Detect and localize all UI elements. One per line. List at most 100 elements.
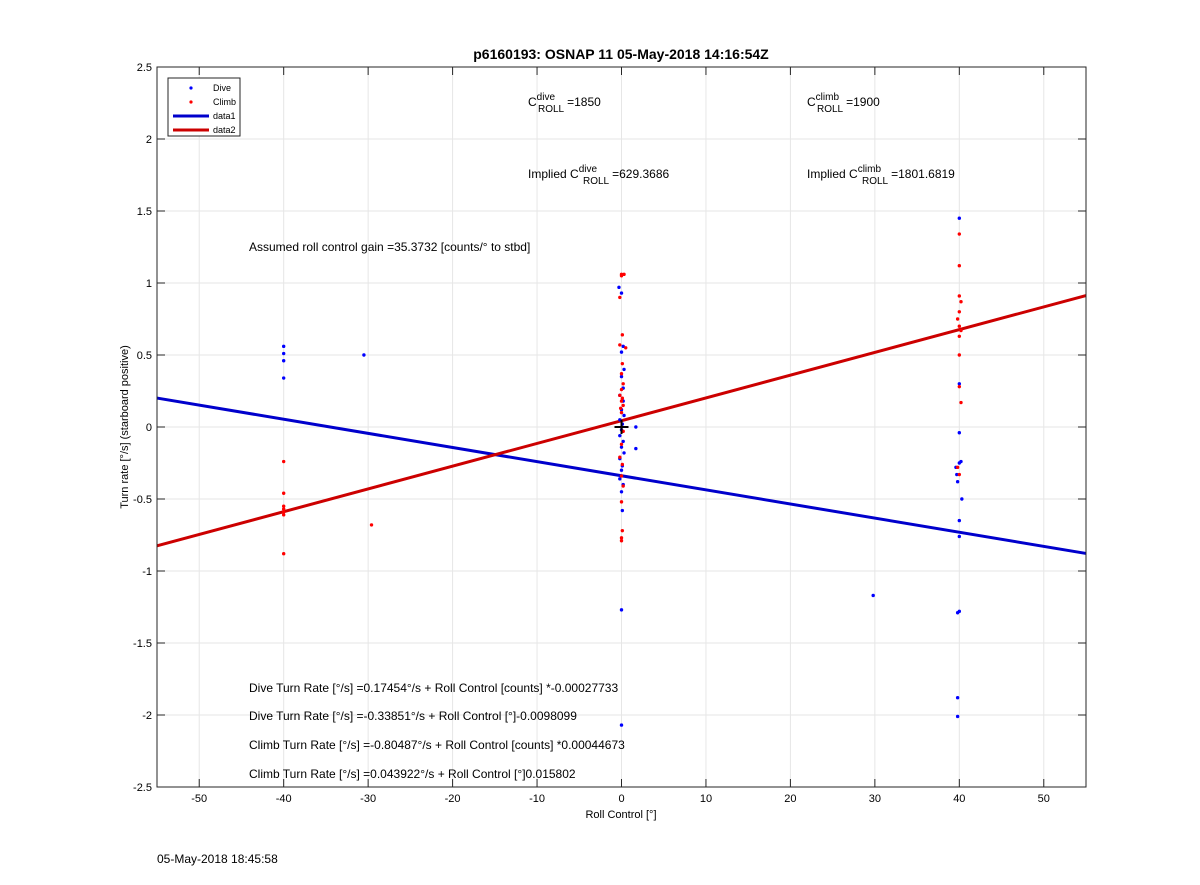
dive-point xyxy=(957,461,962,465)
climb-point xyxy=(618,343,622,347)
legend-box xyxy=(167,77,241,137)
climb-point xyxy=(619,539,624,543)
dive-point xyxy=(955,480,960,484)
y-tick-label: -0.5 xyxy=(133,494,152,506)
dive-point xyxy=(281,351,286,356)
implied-dive-label: Implied Cdive ROLL=629.3686 xyxy=(528,164,670,187)
x-tick-label: 40 xyxy=(953,793,965,805)
dive-point xyxy=(621,439,625,444)
climb-point xyxy=(281,513,286,517)
y-tick-label: -1.5 xyxy=(133,638,152,650)
climb-point xyxy=(281,504,286,508)
legend-dive-marker xyxy=(189,86,193,90)
x-axis-label: Roll Control [°] xyxy=(585,809,656,821)
climb-point xyxy=(618,455,622,459)
dive-point xyxy=(620,508,625,513)
climb-point xyxy=(957,353,962,357)
dive-point xyxy=(957,534,962,539)
dive-point xyxy=(281,376,286,380)
dive-point xyxy=(619,608,624,612)
climb-point xyxy=(619,274,624,278)
x-tick-label: -20 xyxy=(445,793,461,805)
climb-point xyxy=(620,396,625,400)
dive-point xyxy=(634,425,638,429)
roll-gain-annotation: Assumed roll control gain =35.3732 [coun… xyxy=(249,240,530,254)
legend-climb-label: Climb xyxy=(213,97,236,107)
dive-point xyxy=(955,714,960,719)
dive-point xyxy=(957,216,962,220)
climb-point xyxy=(620,361,625,366)
y-tick-label: 2 xyxy=(146,134,152,146)
dive-point xyxy=(622,367,626,372)
climb-point xyxy=(620,462,625,467)
dive-point xyxy=(619,374,624,379)
dive-point xyxy=(957,382,962,386)
x-tick-label: -30 xyxy=(360,793,376,805)
climb-point xyxy=(618,393,622,398)
climb-point xyxy=(369,523,374,527)
chart-title: p6160193: OSNAP 11 05-May-2018 14:16:54Z xyxy=(473,46,769,62)
climb-point xyxy=(955,465,960,470)
climb-point xyxy=(957,384,962,389)
climb-point xyxy=(281,552,286,556)
dive-counts-equation: Dive Turn Rate [°/s] =0.17454°/s + Roll … xyxy=(249,681,618,695)
x-tick-label: 30 xyxy=(869,793,881,805)
climb-counts-equation: Climb Turn Rate [°/s] =-0.80487°/s + Rol… xyxy=(249,738,625,752)
climb-point xyxy=(621,403,625,408)
climb-point xyxy=(624,346,628,350)
climb-point xyxy=(620,528,625,533)
dive-point xyxy=(871,593,875,598)
dive-degrees-equation: Dive Turn Rate [°/s] =-0.33851°/s + Roll… xyxy=(249,709,577,723)
climb-point xyxy=(957,324,962,328)
dive-point xyxy=(619,468,624,472)
climb-point xyxy=(957,294,962,298)
dive-point xyxy=(619,723,624,727)
dive-point xyxy=(622,413,626,418)
dive-point xyxy=(955,696,960,700)
climb-point xyxy=(618,406,623,410)
x-tick-label: 0 xyxy=(618,793,624,805)
climb-point xyxy=(619,399,624,403)
climb-point xyxy=(618,295,622,300)
climb-point xyxy=(620,333,625,337)
footer-timestamp: 05-May-2018 18:45:58 xyxy=(157,852,278,866)
x-tick-label: -50 xyxy=(191,793,207,805)
dive-point xyxy=(619,445,624,449)
legend-climb-marker xyxy=(189,100,193,104)
y-tick-label: 1 xyxy=(146,278,152,290)
climb-point xyxy=(281,510,286,514)
y-tick-label: 0.5 xyxy=(137,350,152,362)
dive-point xyxy=(362,353,366,357)
dive-point xyxy=(960,497,964,501)
climb-point xyxy=(621,382,625,386)
x-tick-label: -10 xyxy=(529,793,545,805)
climb-point xyxy=(619,442,624,446)
dive-point xyxy=(957,518,962,523)
y-tick-label: 0 xyxy=(146,422,152,434)
y-tick-label: 1.5 xyxy=(137,206,152,218)
climb-point xyxy=(957,310,962,314)
dive-point xyxy=(617,285,621,290)
climb-point xyxy=(959,400,963,405)
climb-point xyxy=(619,387,624,392)
climb-point xyxy=(957,472,962,477)
dive-point xyxy=(955,472,959,477)
climb-point xyxy=(959,328,963,333)
climb-point xyxy=(621,484,625,488)
axis-ticks: -50 -40 -30 -20 -10 0 10 20 30 40 50-2.5-2-1.5-1-0… xyxy=(133,62,1086,805)
y-tick-label: -2.5 xyxy=(133,782,152,794)
climb-point xyxy=(622,272,626,277)
dive-point xyxy=(619,350,624,354)
climb-point xyxy=(281,459,286,464)
c-roll-climb-label: Cclimb ROLL=1900 xyxy=(807,92,880,115)
x-tick-label: -40 xyxy=(276,793,292,805)
dive-point xyxy=(622,451,626,455)
climb-point xyxy=(957,264,962,268)
dive-point xyxy=(618,477,622,481)
climb-point xyxy=(955,317,960,321)
climb-point xyxy=(281,507,286,511)
climb-point xyxy=(957,334,962,338)
c-roll-dive-label: Cdive ROLL=1850 xyxy=(528,92,601,115)
dive-point xyxy=(619,490,624,494)
